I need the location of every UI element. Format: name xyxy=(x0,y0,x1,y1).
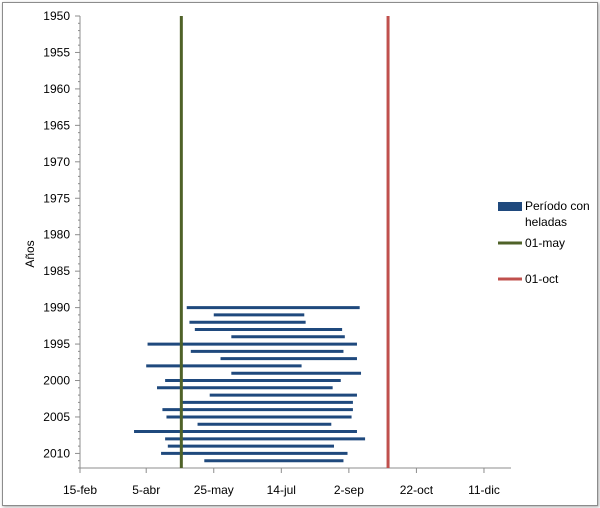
x-tick-label: 15-feb xyxy=(63,483,97,497)
y-tick-label: 1955 xyxy=(43,45,70,59)
legend-label-frost-period: Período con xyxy=(525,199,590,213)
y-tick-label: 1965 xyxy=(43,118,70,132)
legend-label-01-oct: 01-oct xyxy=(525,272,559,286)
legend-label-frost-period-cont: heladas xyxy=(525,215,567,229)
x-tick-label: 11-dic xyxy=(468,483,500,497)
y-tick-label: 1970 xyxy=(43,155,70,169)
legend-label-01-may: 01-may xyxy=(525,236,565,250)
x-tick-label: 2-sep xyxy=(334,483,364,497)
y-tick-label: 2005 xyxy=(43,410,70,424)
y-tick-label: 2000 xyxy=(43,374,70,388)
y-tick-label: 2010 xyxy=(43,446,70,460)
y-tick-label: 1950 xyxy=(43,9,70,23)
x-tick-label: 25-may xyxy=(194,483,234,497)
x-tick-label: 22-oct xyxy=(400,483,434,497)
y-tick-label: 1975 xyxy=(43,191,70,205)
y-tick-label: 1960 xyxy=(43,82,70,96)
y-tick-label: 1995 xyxy=(43,337,70,351)
frost-period-chart: 1950 1955 1960 1965 1970 1975 1980 1985 1990 1995… xyxy=(23,9,590,497)
y-tick-label: 1990 xyxy=(43,301,70,315)
x-tick-label: 14-jul xyxy=(267,483,296,497)
y-tick-label: 1985 xyxy=(43,264,70,278)
x-tick-label: 5-abr xyxy=(132,483,160,497)
y-axis-title: Años xyxy=(23,240,37,267)
legend-swatch-frost-period xyxy=(498,202,522,211)
y-tick-label: 1980 xyxy=(43,228,70,242)
